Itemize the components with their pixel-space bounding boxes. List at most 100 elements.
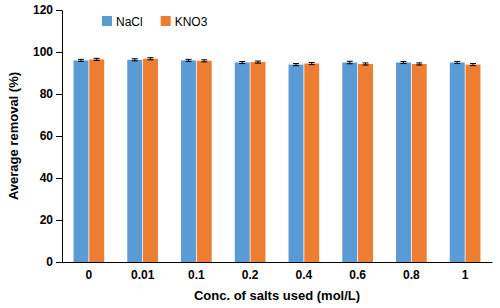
- error-bar-cap: [147, 57, 153, 58]
- tick-mark: [56, 52, 62, 53]
- tick: 0.2: [242, 262, 259, 282]
- axis-line: [63, 262, 493, 263]
- error-bar-cap: [347, 63, 353, 64]
- chart: 02040608010012000.010.10.20.40.60.81NaCl…: [0, 0, 500, 308]
- legend-item: NaCl: [102, 15, 143, 29]
- tick-label: 60: [40, 129, 54, 143]
- error-bar-cap: [470, 63, 476, 64]
- tick-mark: [56, 10, 62, 11]
- error-bar-cap: [454, 61, 460, 62]
- error-bar: [78, 59, 84, 61]
- error-bar: [454, 61, 460, 63]
- error-bar-cap: [186, 61, 192, 62]
- error-bar: [94, 58, 100, 60]
- error-bar-cap: [255, 61, 261, 62]
- legend-item: KNO3: [161, 15, 208, 29]
- tick: 0.01: [131, 262, 155, 282]
- bar: [89, 59, 104, 262]
- y-axis-title: Average removal (%): [6, 72, 21, 200]
- error-bar: [416, 63, 422, 65]
- legend-swatch: [102, 16, 112, 26]
- bar: [181, 60, 196, 262]
- tick-label: 0.1: [188, 268, 205, 282]
- series: [89, 58, 480, 262]
- axis-line: [62, 11, 63, 263]
- error-bar-cap: [347, 61, 353, 62]
- legend-label: KNO3: [175, 15, 208, 29]
- tick-label: 0.6: [349, 268, 366, 282]
- tick-mark: [56, 94, 62, 95]
- error-bar: [147, 58, 153, 60]
- tick-label: 120: [33, 3, 53, 17]
- tick: 0.6: [349, 262, 366, 282]
- error-bar-cap: [132, 60, 138, 61]
- error-bar-cap: [470, 65, 476, 66]
- legend: NaCl KNO3: [102, 15, 208, 29]
- tick: 20: [40, 213, 62, 227]
- error-bar-cap: [362, 62, 368, 63]
- error-bar-cap: [401, 63, 407, 64]
- tick-mark: [56, 136, 62, 137]
- tick: 100: [33, 45, 62, 59]
- bar: [143, 59, 158, 262]
- error-bar-cap: [255, 63, 261, 64]
- bar: [396, 63, 411, 263]
- bar: [450, 63, 465, 263]
- y-axis: 0 20 40 60 80 100 120: [33, 3, 63, 269]
- marks: [74, 58, 481, 262]
- tick-label: 0.2: [242, 268, 259, 282]
- tick-label: 80: [40, 87, 54, 101]
- tick: 0: [86, 262, 93, 282]
- error-bar-cap: [186, 59, 192, 60]
- tick-label: 0: [86, 268, 93, 282]
- error-bar-cap: [309, 64, 315, 65]
- error-bar-cap: [78, 61, 84, 62]
- error-bar-cap: [362, 65, 368, 66]
- error-bar-cap: [293, 65, 299, 66]
- error-bar-cap: [78, 59, 84, 60]
- error-bar: [309, 63, 315, 65]
- tick: 1: [462, 262, 469, 282]
- bar: [74, 60, 89, 262]
- error-bar: [293, 64, 299, 66]
- bar: [289, 65, 304, 262]
- error-bar-cap: [401, 61, 407, 62]
- error-bar-cap: [201, 59, 207, 60]
- error-bar: [470, 64, 476, 66]
- error-bar-cap: [94, 60, 100, 61]
- tick: 40: [40, 171, 62, 185]
- bar: [412, 64, 427, 262]
- tick-mark: [56, 262, 62, 263]
- bar: [466, 65, 481, 262]
- tick-label: 40: [40, 171, 54, 185]
- bar: [251, 62, 266, 262]
- error-bar: [201, 60, 207, 62]
- tick-mark: [56, 220, 62, 221]
- tick-label: 0.8: [403, 268, 420, 282]
- bar: [235, 63, 250, 263]
- tick: 120: [33, 3, 62, 17]
- error-bar-cap: [309, 62, 315, 63]
- tick-label: 100: [33, 45, 53, 59]
- error-bar-cap: [239, 61, 245, 62]
- tick: 0.8: [403, 262, 420, 282]
- error-bar-cap: [454, 63, 460, 64]
- bar: [127, 60, 142, 262]
- tick-label: 0: [46, 255, 53, 269]
- error-bar: [132, 59, 138, 61]
- tick-label: 20: [40, 213, 54, 227]
- bar: [304, 64, 319, 262]
- tick: 0: [46, 255, 62, 269]
- plot-area: 02040608010012000.010.10.20.40.60.81NaCl…: [33, 3, 493, 281]
- error-bar: [401, 61, 407, 63]
- tick-label: 1: [462, 268, 469, 282]
- tick: 80: [40, 87, 62, 101]
- error-bar-cap: [132, 58, 138, 59]
- error-bar: [255, 61, 261, 63]
- error-bar-cap: [416, 62, 422, 63]
- series: [74, 59, 465, 262]
- error-bar-cap: [239, 63, 245, 64]
- error-bar: [362, 63, 368, 65]
- tick-label: 0.01: [131, 268, 155, 282]
- x-axis-title: Conc. of salts used (mol/L): [194, 288, 360, 303]
